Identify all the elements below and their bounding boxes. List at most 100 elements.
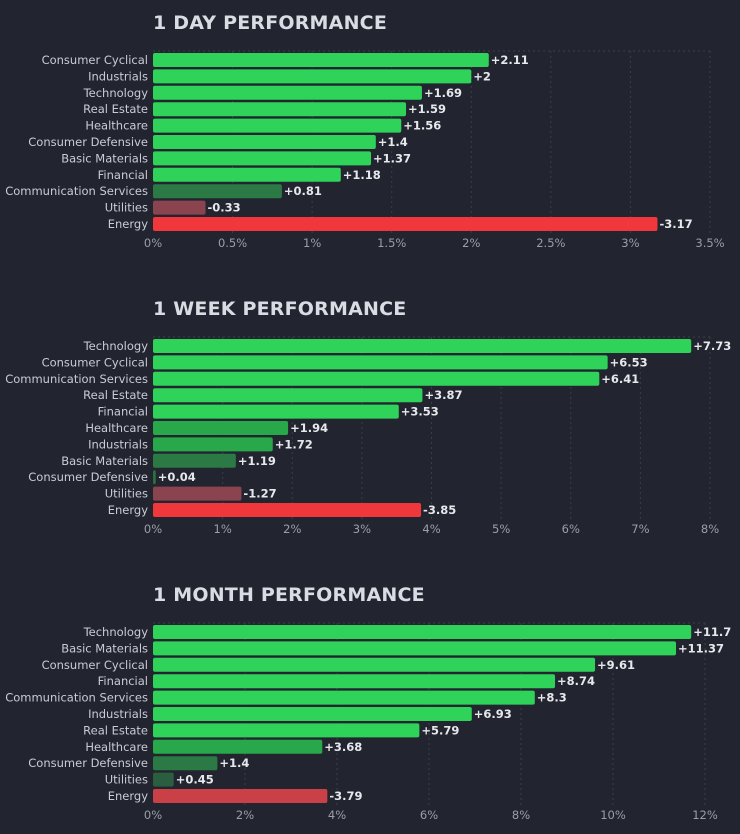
bar: [153, 486, 242, 501]
category-label: Financial: [98, 674, 148, 688]
bar: [153, 404, 399, 419]
bar: [153, 151, 372, 166]
category-label: Basic Materials: [61, 641, 148, 655]
category-label: Financial: [98, 405, 148, 419]
month-performance-chart: 0% 2% 4% 6% 8% 10% 12% Technology +11.7 Basic Mat…: [5, 622, 731, 822]
category-label: Energy: [108, 217, 148, 231]
value-label: +6.41: [601, 372, 639, 386]
category-label: Healthcare: [85, 119, 148, 133]
chart-title: 1 WEEK PERFORMANCE: [153, 298, 407, 320]
value-label: +1.18: [343, 168, 381, 182]
bar: [153, 674, 556, 689]
bar: [153, 723, 420, 738]
bar: [153, 641, 677, 656]
bar: [153, 756, 218, 771]
bar: [153, 371, 600, 386]
value-label: -1.27: [243, 487, 276, 501]
category-label: Consumer Defensive: [28, 470, 148, 484]
x-tick-label: 4%: [422, 522, 440, 536]
x-tick-label: 1%: [303, 236, 321, 250]
x-tick-label: 6%: [420, 808, 438, 822]
x-tick-label: 0%: [144, 522, 162, 536]
day-performance-panel: 1 DAY PERFORMANCE 0% 0.5% 1% 1.5% 2% 2.5% 3% 3.…: [0, 12, 740, 262]
x-tick-label: 4%: [328, 808, 346, 822]
x-tick-label: 3.5%: [695, 236, 724, 250]
value-label: +3.87: [424, 388, 462, 402]
bar: [153, 690, 535, 705]
bar: [153, 739, 323, 754]
bar: [153, 69, 472, 84]
bar: [153, 217, 658, 231]
value-label: +1.69: [424, 86, 462, 100]
x-tick-label: 2.5%: [536, 236, 565, 250]
category-label: Healthcare: [85, 740, 148, 754]
value-label: +5.79: [421, 723, 459, 737]
x-tick-label: 10%: [600, 808, 626, 822]
category-label: Communication Services: [5, 184, 148, 198]
category-label: Consumer Cyclical: [42, 53, 148, 67]
category-label: Real Estate: [83, 388, 148, 402]
category-label: Utilities: [105, 773, 148, 787]
value-label: +6.53: [610, 355, 648, 369]
value-label: +8.3: [537, 691, 567, 705]
bar: [153, 470, 156, 485]
category-label: Industrials: [88, 707, 148, 721]
value-label: +8.74: [557, 674, 595, 688]
bar: [153, 53, 489, 67]
bar: [153, 85, 422, 100]
value-label: +6.93: [474, 707, 512, 721]
x-tick-label: 3%: [621, 236, 639, 250]
category-label: Technology: [83, 86, 149, 100]
category-label: Utilities: [105, 487, 148, 501]
x-tick-label: 2%: [283, 522, 301, 536]
bar: [153, 184, 282, 199]
bar: [153, 167, 341, 182]
x-tick-label: 1%: [214, 522, 232, 536]
category-label: Financial: [98, 168, 148, 182]
value-label: +2.11: [491, 53, 529, 67]
value-label: +0.45: [176, 773, 214, 787]
value-label: +0.04: [158, 470, 196, 484]
bar: [153, 102, 407, 117]
x-tick-label: 2%: [462, 236, 480, 250]
month-performance-panel: 1 MONTH PERFORMANCE 0% 2% 4% 6% 8% 10% 12% Tech…: [0, 584, 740, 834]
value-label: +11.37: [678, 641, 724, 655]
x-tick-label: 0%: [144, 808, 162, 822]
value-label: -3.79: [329, 789, 362, 803]
value-label: -3.17: [659, 217, 692, 231]
x-tick-label: 7%: [631, 522, 649, 536]
value-label: +1.4: [219, 756, 249, 770]
category-label: Technology: [83, 625, 149, 639]
category-label: Real Estate: [83, 102, 148, 116]
bar: [153, 625, 692, 639]
x-tick-label: 1.5%: [377, 236, 406, 250]
value-label: +1.72: [275, 437, 313, 451]
category-label: Healthcare: [85, 421, 148, 435]
bar: [153, 772, 174, 787]
value-label: +2: [473, 69, 491, 83]
value-label: -3.85: [423, 503, 456, 517]
category-label: Basic Materials: [61, 151, 148, 165]
chart-title: 1 MONTH PERFORMANCE: [153, 584, 425, 606]
bar: [153, 453, 236, 468]
bar: [153, 707, 472, 721]
bar: [153, 789, 328, 803]
bar: [153, 657, 596, 672]
category-label: Consumer Cyclical: [42, 658, 148, 672]
bar: [153, 421, 289, 435]
day-performance-chart: 0% 0.5% 1% 1.5% 2% 2.5% 3% 3.5% Consumer Cyclica…: [5, 50, 725, 250]
category-label: Real Estate: [83, 723, 148, 737]
x-tick-label: 12%: [692, 808, 718, 822]
value-label: +1.19: [238, 454, 276, 468]
category-label: Industrials: [88, 437, 148, 451]
value-label: +1.37: [373, 151, 411, 165]
x-tick-label: 3%: [353, 522, 371, 536]
category-label: Consumer Cyclical: [42, 355, 148, 369]
value-label: +1.94: [290, 421, 328, 435]
value-label: +1.4: [378, 135, 408, 149]
bar: [153, 200, 206, 215]
category-label: Energy: [108, 503, 148, 517]
category-label: Communication Services: [5, 372, 148, 386]
bar: [153, 118, 402, 133]
value-label: +3.68: [324, 740, 362, 754]
